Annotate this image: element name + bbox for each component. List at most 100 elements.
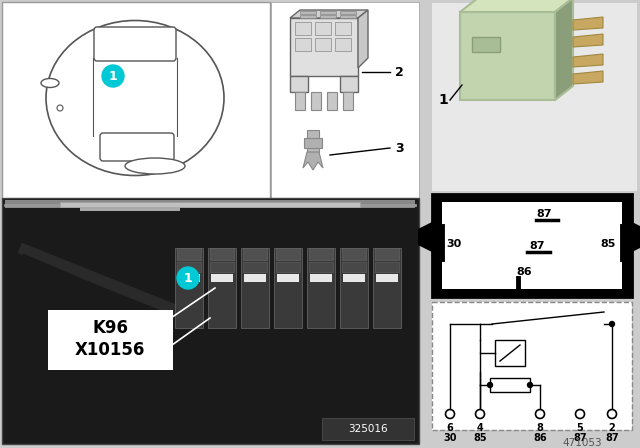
Bar (208, 248, 236, 328)
Bar (274, 248, 302, 328)
Bar (311, 92, 321, 110)
Text: 471053: 471053 (562, 438, 602, 448)
Text: 6: 6 (447, 423, 453, 433)
Bar (307, 248, 335, 328)
Bar (309, 248, 333, 260)
Bar (432, 3, 637, 191)
Circle shape (575, 409, 584, 418)
Bar (295, 92, 305, 110)
Polygon shape (632, 222, 640, 252)
Bar (343, 274, 365, 282)
Text: 1: 1 (438, 93, 448, 107)
Bar (340, 15, 356, 18)
Polygon shape (460, 0, 573, 12)
Polygon shape (573, 17, 603, 30)
Bar (210, 248, 234, 260)
Polygon shape (573, 34, 603, 47)
Ellipse shape (46, 21, 224, 176)
Bar (60, 202, 360, 207)
Bar (243, 262, 267, 272)
Text: 87: 87 (529, 241, 545, 251)
Bar (307, 130, 319, 152)
Text: X10156: X10156 (75, 341, 145, 359)
Text: 87: 87 (536, 209, 552, 219)
Ellipse shape (41, 78, 59, 87)
Bar (244, 274, 266, 282)
Bar (320, 11, 336, 14)
Bar (373, 248, 401, 328)
Bar (322, 418, 414, 440)
Text: 30: 30 (446, 239, 461, 249)
Bar (327, 92, 337, 110)
Bar (320, 15, 336, 18)
Bar (343, 92, 353, 110)
Bar (315, 38, 331, 51)
Bar (490, 378, 530, 392)
Bar (295, 22, 311, 35)
Circle shape (488, 383, 493, 388)
Bar (290, 18, 358, 76)
Bar (177, 248, 201, 260)
Text: 8: 8 (536, 423, 543, 433)
Bar (309, 262, 333, 272)
Bar (304, 138, 322, 148)
Bar (342, 248, 366, 260)
Polygon shape (555, 0, 573, 100)
Bar (376, 274, 398, 282)
Bar (342, 262, 366, 272)
Bar (335, 38, 351, 51)
Text: 2: 2 (395, 65, 404, 78)
Text: 4: 4 (477, 423, 483, 433)
Circle shape (536, 409, 545, 418)
Bar (211, 274, 233, 282)
Bar (340, 11, 356, 14)
Bar (300, 11, 316, 14)
Bar (243, 248, 267, 260)
Bar (375, 262, 399, 272)
Bar (315, 22, 331, 35)
Circle shape (102, 65, 124, 87)
Bar (5, 200, 415, 208)
Polygon shape (573, 71, 603, 84)
Bar (178, 274, 200, 282)
FancyBboxPatch shape (100, 133, 174, 161)
Bar (48, 310, 173, 370)
Text: 3: 3 (395, 142, 404, 155)
Ellipse shape (125, 158, 185, 174)
Bar (271, 2, 419, 199)
Bar (310, 274, 332, 282)
Text: 1: 1 (109, 69, 117, 82)
Circle shape (445, 409, 454, 418)
Text: 5: 5 (577, 423, 584, 433)
Bar (375, 248, 399, 260)
Text: 86: 86 (516, 267, 532, 277)
Bar (2, 198, 419, 444)
Text: 87: 87 (605, 433, 619, 443)
Circle shape (609, 322, 614, 327)
Bar (432, 302, 632, 430)
Circle shape (607, 409, 616, 418)
Text: K96: K96 (92, 319, 128, 337)
Bar (340, 248, 368, 328)
Text: 325016: 325016 (348, 424, 388, 434)
Bar (300, 15, 316, 18)
Bar (495, 340, 525, 366)
Text: 30: 30 (444, 433, 457, 443)
Bar (175, 248, 203, 328)
Circle shape (57, 105, 63, 111)
Text: 2: 2 (609, 423, 616, 433)
Bar (210, 262, 234, 272)
Bar (80, 207, 180, 211)
PathPatch shape (358, 10, 368, 68)
Bar (295, 38, 311, 51)
Polygon shape (418, 222, 432, 252)
Bar (290, 76, 308, 92)
Text: 85: 85 (600, 239, 616, 249)
Bar (241, 248, 269, 328)
Circle shape (476, 409, 484, 418)
Bar (442, 202, 622, 289)
Circle shape (177, 267, 199, 289)
Bar (472, 37, 500, 52)
Text: 85: 85 (473, 433, 487, 443)
Bar (2, 2, 270, 199)
